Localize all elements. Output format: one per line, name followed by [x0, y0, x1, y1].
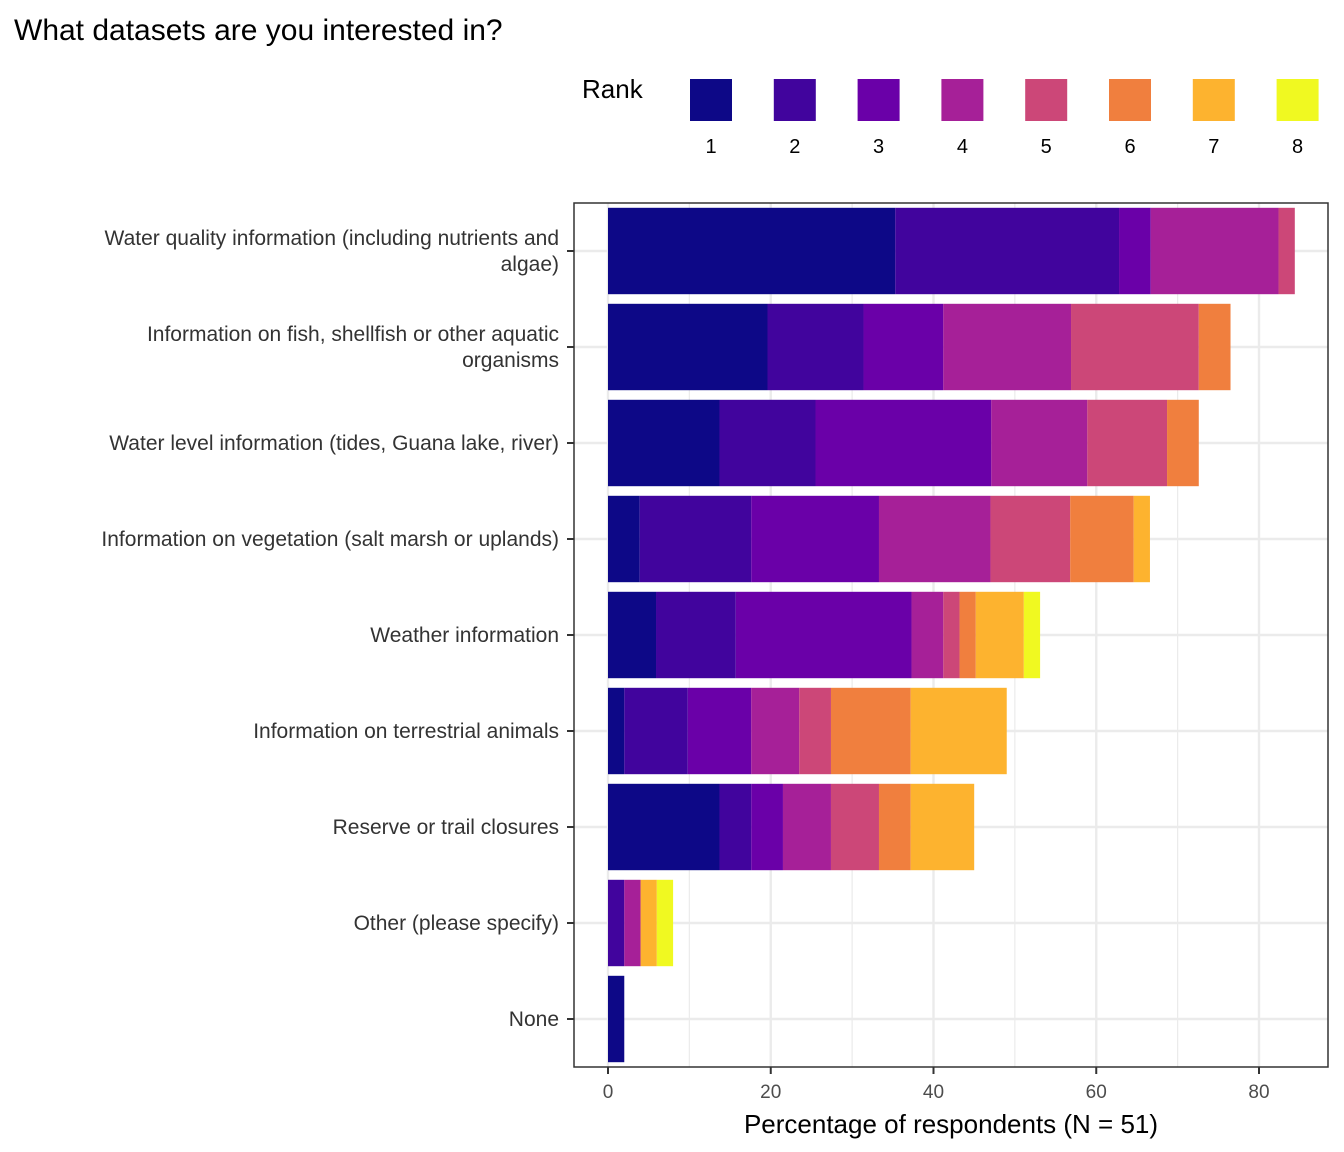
- bar-segment: [799, 687, 831, 775]
- bar-segment: [624, 879, 641, 967]
- bar-segment: [830, 687, 911, 775]
- bar-segment: [1278, 207, 1295, 295]
- bar-segment: [608, 975, 625, 1063]
- bar-segment: [608, 591, 657, 679]
- legend-title: Rank: [582, 74, 644, 104]
- category-label: Information on fish, shellfish or other …: [147, 323, 559, 372]
- bar-segment: [895, 207, 1120, 295]
- bar-segment: [943, 591, 960, 679]
- bar-segment: [608, 303, 768, 391]
- bar-segment: [608, 687, 625, 775]
- bar-segment: [1087, 399, 1168, 487]
- bar-segment: [608, 399, 720, 487]
- bar-segment: [863, 303, 944, 391]
- chart-title: What datasets are you interested in?: [14, 14, 503, 47]
- bar-segment: [608, 207, 896, 295]
- legend-label: 5: [1041, 136, 1052, 158]
- bar-segment: [1167, 399, 1199, 487]
- legend-swatch: [773, 79, 816, 121]
- x-tick-label: 60: [1086, 1082, 1107, 1103]
- legend-swatch: [1025, 79, 1068, 121]
- bar-segment: [624, 687, 688, 775]
- plot-area: Water quality information (including nut…: [101, 202, 1329, 1103]
- bar-segment: [1119, 207, 1151, 295]
- legend-swatch: [1276, 79, 1319, 121]
- bar-segment: [975, 591, 1024, 679]
- bar-segment: [1071, 303, 1199, 391]
- legend-label: 4: [957, 136, 968, 158]
- bar-segment: [608, 783, 720, 871]
- legend-swatch: [1192, 79, 1235, 121]
- bar-segment: [830, 783, 879, 871]
- category-label: Weather information: [370, 624, 559, 647]
- bar-segment: [878, 783, 911, 871]
- bar-segment: [735, 591, 912, 679]
- legend-swatch: [941, 79, 984, 121]
- category-label: Water level information (tides, Guana la…: [109, 432, 559, 455]
- legend-label: 6: [1124, 136, 1135, 158]
- category-label: None: [509, 1008, 559, 1031]
- bar-segment: [878, 495, 991, 583]
- bar-segment: [910, 783, 975, 871]
- x-tick-label: 0: [603, 1082, 614, 1103]
- legend-label: 7: [1208, 136, 1219, 158]
- bar-segment: [687, 687, 752, 775]
- bar-segment: [959, 591, 976, 679]
- bar-segment: [608, 495, 640, 583]
- bar-segment: [815, 399, 992, 487]
- legend-label: 3: [873, 136, 884, 158]
- bar-segment: [656, 879, 674, 967]
- legend-label: 2: [789, 136, 800, 158]
- bar-segment: [1023, 591, 1041, 679]
- bar-segment: [656, 591, 736, 679]
- bar-segment: [1070, 495, 1134, 583]
- bar-segment: [991, 399, 1088, 487]
- x-tick-label: 40: [923, 1082, 944, 1103]
- bar-segment: [608, 879, 625, 967]
- legend-label: 1: [705, 136, 716, 158]
- bar-segment: [910, 687, 1007, 775]
- bar-segment: [639, 495, 752, 583]
- bar-segment: [751, 783, 783, 871]
- bar-segment: [751, 687, 800, 775]
- legend-swatch: [690, 79, 732, 121]
- legend-label: 8: [1292, 136, 1303, 158]
- bar-segment: [751, 495, 879, 583]
- panel-border: [573, 202, 1329, 1068]
- category-label: Information on vegetation (salt marsh or…: [101, 528, 559, 551]
- category-label: Water quality information (including nut…: [105, 227, 559, 276]
- legend-swatch: [857, 79, 900, 121]
- legend: 1 2 3 4 5 6 7 8: [690, 79, 1319, 158]
- category-label: Information on terrestrial animals: [253, 720, 559, 743]
- bar-segment: [1133, 495, 1150, 583]
- x-axis-title: Percentage of respondents (N = 51): [744, 1109, 1158, 1139]
- bar-segment: [990, 495, 1071, 583]
- legend-swatch: [1109, 79, 1151, 121]
- x-tick-label: 20: [760, 1082, 781, 1103]
- x-tick-label: 80: [1248, 1082, 1269, 1103]
- bar-segment: [719, 399, 816, 487]
- bar-segment: [1150, 207, 1279, 295]
- bar-segment: [911, 591, 944, 679]
- bar-segment: [943, 303, 1072, 391]
- category-label: Other (please specify): [354, 912, 559, 935]
- bar-segment: [640, 879, 657, 967]
- bar-segment: [782, 783, 831, 871]
- bar-segment: [767, 303, 864, 391]
- bar-segment: [1198, 303, 1231, 391]
- bar-segment: [719, 783, 752, 871]
- category-label: Reserve or trail closures: [333, 816, 559, 839]
